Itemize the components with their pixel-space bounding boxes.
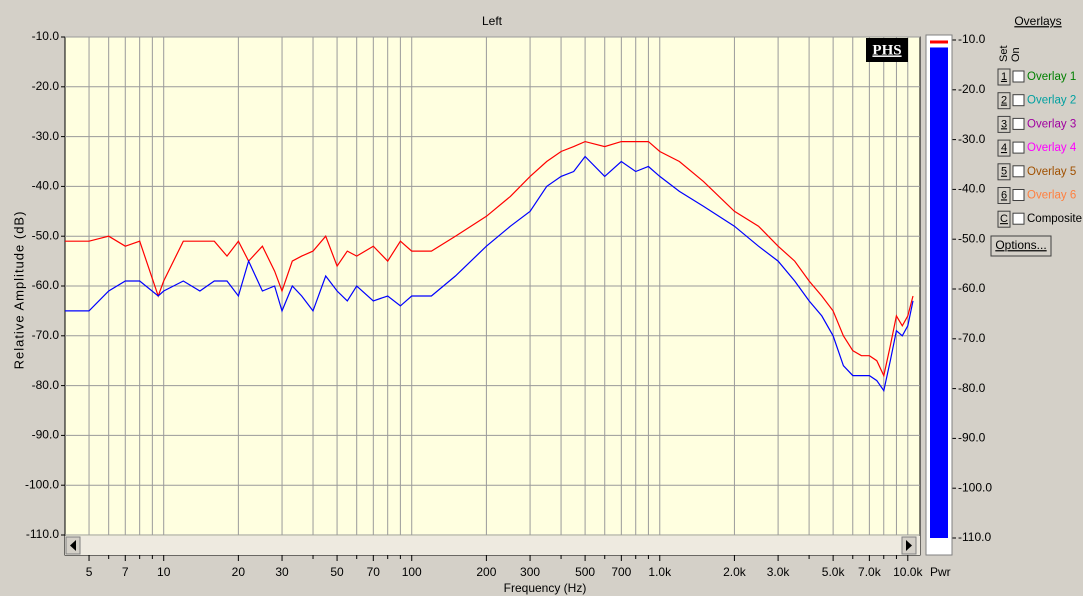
overlay-set-button[interactable]	[997, 68, 1011, 86]
meter-tick-label: -20.0	[958, 82, 986, 96]
overlay-checkbox[interactable]	[1012, 189, 1025, 201]
overlay-label: Overlay 1	[1027, 71, 1076, 83]
x-tick-label: 5	[86, 565, 93, 579]
x-tick-label: 5.0k	[822, 565, 846, 579]
y-axis-label: Relative Amplitude (dB)	[11, 211, 26, 370]
scrollbar[interactable]	[65, 536, 920, 555]
overlay-checkbox[interactable]	[1012, 117, 1025, 130]
overlay-set-button[interactable]	[997, 139, 1011, 157]
y-tick-label: -20.0	[32, 79, 60, 93]
y-tick-label: -70.0	[32, 328, 60, 342]
overlay-set-button[interactable]	[997, 92, 1011, 110]
overlay-key: 4	[1001, 142, 1007, 154]
overlay-checkbox[interactable]	[1012, 212, 1025, 225]
y-tick-label: -40.0	[32, 179, 60, 193]
x-tick-label: 70	[367, 565, 381, 579]
x-tick-label: 30	[275, 565, 289, 579]
y-tick-label: -90.0	[32, 428, 60, 442]
meter-tick-label: -40.0	[958, 182, 986, 196]
x-tick-label: 20	[232, 565, 246, 579]
x-tick-label: 200	[476, 565, 496, 579]
x-tick-label: 100	[402, 565, 422, 579]
overlays-title: Overlays	[1014, 14, 1061, 28]
y-tick-label: -50.0	[32, 228, 60, 242]
logo: PHS	[872, 42, 901, 58]
meter-tick-label: -50.0	[958, 231, 986, 245]
meter-tick-label: -10.0	[958, 32, 986, 46]
x-tick-label: 300	[520, 565, 540, 579]
overlay-set-button[interactable]	[997, 187, 1011, 204]
y-tick-label: -60.0	[32, 278, 60, 292]
meter-peak	[930, 40, 948, 44]
overlay-set-button[interactable]	[997, 163, 1011, 181]
x-tick-label: 3.0k	[767, 565, 791, 579]
overlay-label: Overlay 4	[1027, 142, 1077, 154]
overlay-label: Overlay 6	[1027, 190, 1076, 202]
meter-tick-label: -80.0	[958, 381, 986, 395]
overlay-checkbox[interactable]	[1012, 141, 1025, 154]
arrow-left	[70, 540, 76, 551]
overlay-key: 2	[1001, 95, 1007, 107]
x-tick-label: 10	[157, 565, 171, 579]
on-label: On	[1010, 47, 1022, 62]
overlay-set-button[interactable]	[997, 115, 1011, 133]
grid: -10.0 -10.0 -20.0 -20.0 -30.0 -30.0 -40.0 -40.0…	[25, 29, 992, 579]
y-tick-label: -30.0	[32, 129, 60, 143]
meter-tick-label: -60.0	[958, 281, 986, 295]
logo-bg	[866, 38, 908, 62]
meter-tick-label: -110.0	[958, 530, 991, 544]
overlay-label: Overlay 3	[1027, 118, 1076, 130]
overlay-key: 6	[1001, 189, 1007, 201]
overlay-key: C	[1000, 213, 1008, 225]
y-tick-label: -80.0	[32, 378, 60, 392]
x-tick-label: 50	[330, 565, 344, 579]
meter-bar	[930, 47, 948, 538]
overlay-key: 3	[1001, 118, 1007, 130]
x-tick-label: 10.0k	[893, 565, 923, 579]
overlay-set-button[interactable]	[997, 210, 1011, 228]
overlay-label: Overlay 2	[1027, 95, 1076, 107]
x-tick-label: 500	[575, 565, 595, 579]
x-tick-label: 7.0k	[858, 565, 882, 579]
overlay-key: 1	[1001, 71, 1007, 83]
plot-area	[64, 36, 921, 556]
y-tick-label: -110.0	[26, 527, 59, 541]
meter	[930, 40, 948, 538]
x-tick-label: 2.0k	[723, 565, 747, 579]
meter-tick-label: -90.0	[958, 431, 986, 445]
meter-label: Pwr	[930, 565, 951, 579]
arrow-right	[906, 540, 912, 551]
x-tick-label: 1.0k	[648, 565, 672, 579]
x-axis-label: Frequency (Hz)	[504, 581, 587, 595]
overlay-label: Composite	[1027, 213, 1082, 225]
set-label: Set	[998, 45, 1010, 62]
overlay-list: 1 Overlay 1 2 Overlay 2 3 Overlay 3 4 Overlay 4…	[997, 68, 1082, 228]
series	[65, 140, 914, 393]
chart-title: Left	[482, 14, 503, 28]
overlay-checkbox[interactable]	[1012, 94, 1025, 107]
meter-tick-label: -70.0	[958, 331, 986, 345]
overlay-label: Overlay 5	[1027, 166, 1076, 178]
x-tick-label: 7	[122, 565, 129, 579]
overlay-key: 5	[1001, 166, 1007, 178]
series-line	[65, 155, 914, 393]
overlay-checkbox[interactable]	[1012, 70, 1025, 83]
options-button[interactable]	[990, 235, 1052, 257]
y-tick-label: -100.0	[25, 477, 59, 491]
meter-tick-label: -30.0	[958, 132, 986, 146]
options-label: Options...	[995, 238, 1046, 252]
series-line	[65, 140, 914, 378]
y-tick-label: -10.0	[32, 29, 60, 43]
x-tick-label: 700	[611, 565, 631, 579]
meter-tick-label: -100.0	[958, 480, 992, 494]
overlay-checkbox[interactable]	[1012, 165, 1025, 178]
